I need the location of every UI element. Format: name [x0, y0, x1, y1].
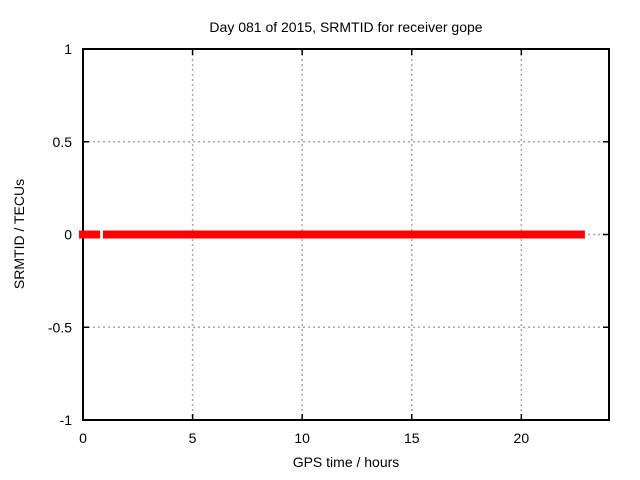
y-tick-label: -1 — [60, 412, 73, 428]
axis-ticks-layer — [82, 48, 609, 421]
x-tick-label: 10 — [294, 430, 310, 446]
x-tick-label: 5 — [189, 430, 197, 446]
x-tick-label: 0 — [79, 430, 87, 446]
y-tick-label: 1 — [64, 41, 72, 57]
x-axis-label: GPS time / hours — [293, 454, 400, 470]
chart-title: Day 081 of 2015, SRMTID for receiver gop… — [209, 19, 482, 35]
y-tick-label: 0 — [64, 227, 72, 243]
y-axis-label: SRMTID / TECUs — [11, 179, 27, 289]
x-tick-labels: 0 5 10 15 20 — [79, 430, 529, 446]
y-tick-label: -0.5 — [48, 319, 72, 335]
x-tick-label: 20 — [514, 430, 530, 446]
y-tick-label: 0.5 — [53, 134, 73, 150]
y-tick-labels: 1 0.5 0 -0.5 -1 — [48, 41, 72, 428]
x-tick-label: 15 — [404, 430, 420, 446]
